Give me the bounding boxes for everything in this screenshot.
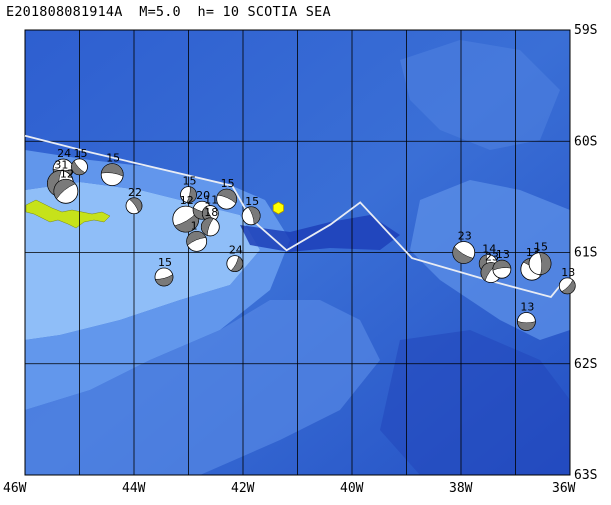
trench-area (240, 215, 400, 252)
latitude-label: 60S (574, 134, 597, 149)
beachball-compression-quadrant (492, 260, 512, 271)
event-depth-label: 15 (158, 256, 172, 269)
beachball-compression-quadrant (186, 186, 197, 203)
focal-mechanism-16: 23 (452, 230, 476, 264)
latitude-label: 61S (574, 246, 597, 261)
slope-area-south (25, 300, 380, 475)
event-depth-label: 22 (128, 186, 142, 199)
focal-mechanism-23: 13 (517, 300, 536, 331)
beachball-compression-quadrant (517, 320, 536, 331)
focal-mechanism-12: 15 (216, 177, 238, 210)
focal-mechanism-10: 18 (200, 206, 220, 237)
focal-mechanism-5: 22 (125, 186, 143, 215)
beachball-compression-quadrant (71, 160, 86, 175)
beachball-compression-quadrant (154, 274, 174, 287)
event-depth-label: 12 (180, 194, 194, 207)
plate-boundary-line (24, 134, 566, 299)
focal-mechanism-15: 15 (154, 256, 174, 287)
beachball-compression-quadrant (101, 163, 124, 177)
focal-mechanism-4: 15 (100, 152, 124, 187)
event-depth-label: 23 (458, 230, 472, 243)
event-depth-label: 15 (106, 152, 120, 165)
beachball-compression-quadrant (539, 252, 552, 275)
focal-mechanism-13: 15 (241, 195, 261, 226)
focal-mechanism-1: 15 (71, 147, 88, 176)
epicenter-marker (272, 201, 285, 215)
focal-mechanism-6: 15 (180, 175, 197, 204)
longitude-label: 38W (449, 481, 473, 496)
event-depth-label: 13 (520, 300, 534, 313)
slope-area-west (25, 150, 290, 410)
beachball-compression-quadrant (174, 212, 199, 233)
focal-mechanism-14: 24 (226, 244, 244, 273)
focal-mechanism-22: 13 (558, 266, 576, 295)
latitude-label: 63S (574, 468, 597, 483)
beachball-compression-quadrant (217, 188, 237, 204)
event-depth-label: 20 (196, 189, 210, 202)
focal-mechanism-7: 12 (172, 194, 200, 233)
axis-labels: 59S 60S 61S 62S 63S 46W 44W 42W 40W 38W 36W (3, 23, 597, 496)
event-depth-label: 24 (229, 244, 243, 257)
event-depth-label: 15 (221, 177, 235, 190)
focal-mechanism-3: 12 (53, 167, 79, 204)
event-depth-label: 1 (191, 219, 198, 232)
beachball-compression-quadrant (247, 206, 261, 225)
beachball-compression-quadrant (128, 197, 143, 213)
event-depth-label: 13 (496, 248, 510, 261)
longitude-label: 44W (122, 481, 146, 496)
focal-mechanism-21: 15 (528, 241, 552, 276)
focal-mechanism-11: 1 (186, 219, 208, 252)
beachball-compression-quadrant (230, 256, 244, 272)
event-depth-label: 24 (57, 147, 71, 160)
event-depth-label: 23 (485, 251, 499, 264)
event-depth-label: 15 (534, 241, 548, 254)
event-depth-label: 15 (74, 147, 88, 160)
latitude-label: 62S (574, 357, 597, 372)
longitude-label: 40W (340, 481, 364, 496)
beachball-compression-quadrant (452, 246, 474, 264)
focal-mechanism-19: 13 (492, 248, 512, 279)
event-depth-label: 18 (204, 206, 218, 219)
latitude-label: 59S (574, 23, 597, 38)
island-land (25, 199, 111, 229)
longitude-label: 46W (3, 481, 27, 496)
longitude-label: 36W (552, 481, 576, 496)
beachball-compression-quadrant (561, 279, 576, 295)
event-depth-label: 13 (561, 266, 575, 279)
beachball-compression-quadrant (201, 217, 214, 236)
event-depth-label: 31 (54, 159, 68, 172)
event-depth-label: 14 (482, 243, 496, 256)
map-frame (24, 29, 571, 476)
beachball-compression-quadrant (186, 231, 207, 246)
deep-area-southeast (380, 330, 570, 475)
map-title: E201808081914A M=5.0 h= 10 SCOTIA SEA (6, 4, 331, 20)
beachball-compression-quadrant (53, 179, 76, 200)
longitude-label: 42W (231, 481, 255, 496)
event-depth-label: 12 (60, 167, 74, 180)
event-depth-label: 11 (204, 194, 218, 207)
event-depth-label: 15 (245, 195, 259, 208)
event-depth-label: 15 (183, 175, 197, 188)
ridge-area-north (400, 40, 560, 150)
